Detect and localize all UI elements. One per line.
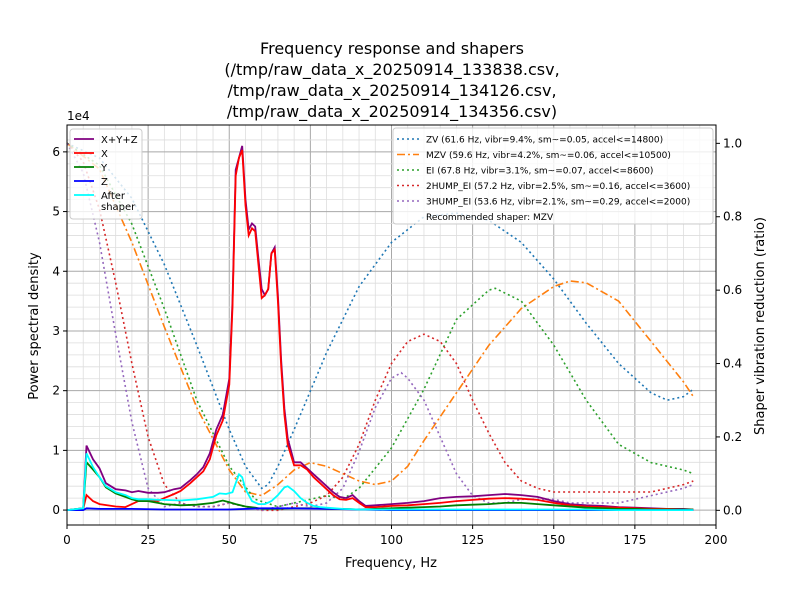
recommended-shaper-text: Recommended shaper: MZV — [426, 213, 554, 223]
legend-shaper-label: ZV (61.6 Hz, vibr=9.4%, sm~=0.05, accel<… — [426, 136, 663, 146]
legend-shapers: ZV (61.6 Hz, vibr=9.4%, sm~=0.05, accel<… — [392, 127, 714, 225]
legend-shaper-label: MZV (59.6 Hz, vibr=4.2%, sm~=0.06, accel… — [426, 151, 671, 161]
legend-shaper-label: 2HUMP_EI (57.2 Hz, vibr=2.5%, sm~=0.16, … — [426, 182, 690, 192]
x-tick-label: 150 — [542, 533, 565, 547]
x-tick-label: 25 — [140, 533, 155, 547]
y-tick-label: 5 — [52, 205, 60, 219]
legend-shapers-box — [392, 127, 714, 225]
y2-tick-label: 0.8 — [723, 210, 742, 224]
psd-line-4 — [66, 453, 694, 511]
title-line-1: Frequency response and shapers — [260, 39, 524, 58]
x-tick-label: 0 — [63, 533, 71, 547]
x-tick-label: 100 — [380, 533, 403, 547]
legend-shaper-label: EI (67.8 Hz, vibr=3.1%, sm~=0.07, accel<… — [426, 167, 653, 177]
y2-tick-label: 0.6 — [723, 283, 742, 297]
legend-psd-label: After — [101, 191, 126, 202]
y-tick-label: 6 — [52, 145, 60, 159]
x-tick-label: 200 — [705, 533, 728, 547]
y-axis-ticks: 0 1 2 3 4 5 6 — [52, 145, 67, 517]
title-line-2: (/tmp/raw_data_x_20250914_133838.csv, — [224, 60, 559, 80]
legend-psd-label: X — [101, 149, 108, 160]
y2-tick-label: 0.2 — [723, 430, 742, 444]
x-tick-label: 125 — [461, 533, 484, 547]
legend-psd-label: Y — [100, 163, 108, 174]
legend-psd-label: Z — [101, 177, 108, 188]
x-tick-label: 50 — [222, 533, 237, 547]
y-axis-label: Power spectral density — [27, 252, 42, 400]
psd-curves — [66, 145, 694, 511]
y-tick-label: 4 — [52, 264, 60, 278]
y-tick-label: 3 — [52, 324, 60, 338]
x-tick-label: 175 — [623, 533, 646, 547]
y2-axis-label: Shaper vibration reduction (ratio) — [753, 217, 768, 435]
chart-title: Frequency response and shapers (/tmp/raw… — [224, 39, 559, 122]
shaper-line-1 — [66, 142, 694, 497]
y-tick-label: 1 — [52, 443, 60, 457]
title-line-3: /tmp/raw_data_x_20250914_134126.csv, — [227, 81, 556, 101]
x-axis-label: Frequency, Hz — [345, 556, 437, 571]
shaper-curves — [66, 142, 694, 512]
y2-tick-label: 1.0 — [723, 136, 742, 150]
shaper-line-3 — [66, 142, 694, 512]
legend-shaper-label: 3HUMP_EI (53.6 Hz, vibr=2.1%, sm~=0.29, … — [426, 198, 690, 208]
y-tick-label: 0 — [52, 503, 60, 517]
legend-psd-box — [69, 128, 143, 220]
x-tick-label: 75 — [303, 533, 318, 547]
title-line-4: /tmp/raw_data_x_20250914_134356.csv) — [227, 102, 557, 122]
y2-tick-label: 0.0 — [723, 503, 742, 517]
x-axis-ticks: 0 25 50 75 100 125 150 175 200 — [63, 525, 727, 547]
legend-psd-label: X+Y+Z — [101, 135, 138, 146]
y-scale-label: 1e4 — [67, 109, 90, 123]
psd-line-1 — [66, 149, 694, 511]
shaper-line-4 — [66, 142, 694, 512]
legend-psd-label: shaper — [101, 202, 136, 213]
y-tick-label: 2 — [52, 384, 60, 398]
y2-axis-ticks: 0.0 0.2 0.4 0.6 0.8 1.0 — [716, 136, 742, 517]
shaper-line-0 — [66, 142, 694, 490]
y2-tick-label: 0.4 — [723, 357, 742, 371]
